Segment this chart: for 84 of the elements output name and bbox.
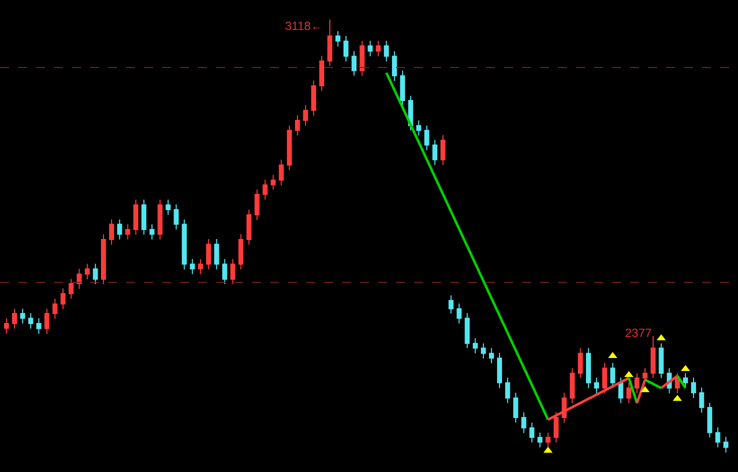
- candlestick: [52, 298, 58, 320]
- annotation: 2377: [625, 326, 652, 340]
- candlestick: [368, 40, 373, 57]
- candlestick: [174, 204, 179, 230]
- candlestick: [570, 368, 575, 404]
- candlestick: [294, 114, 300, 136]
- candlestick: [166, 199, 171, 216]
- candlestick: [626, 382, 632, 404]
- candlestick: [125, 224, 130, 240]
- candlestick: [12, 308, 18, 330]
- candlestick: [699, 387, 704, 414]
- candlestick: [36, 318, 42, 334]
- candlestick: [182, 219, 187, 270]
- candlestick: [343, 35, 348, 62]
- candlestick: [578, 348, 583, 379]
- candlestick: [133, 199, 138, 236]
- candlestick: [206, 238, 212, 270]
- candlestick: [521, 412, 526, 434]
- candlestick: [278, 159, 284, 186]
- candlestick: [198, 258, 203, 275]
- candlestick: [707, 402, 712, 438]
- candlestick: [537, 432, 542, 448]
- candlestick: [360, 40, 365, 76]
- candlestick: [335, 30, 340, 47]
- candlestick: [488, 348, 494, 364]
- candlestick: [190, 258, 195, 275]
- candlestick: [60, 288, 66, 310]
- candlestick: [586, 348, 591, 388]
- candlestick: [158, 199, 163, 240]
- candlestick: [618, 377, 624, 404]
- candlestick: [100, 234, 106, 285]
- candlestick: [303, 104, 308, 126]
- candlestick: [715, 426, 720, 448]
- candlestick: [254, 189, 260, 220]
- candlestick: [109, 219, 114, 246]
- candlestick: [319, 55, 324, 92]
- candlestick: [440, 134, 446, 166]
- candlestick: [497, 352, 502, 388]
- candlestick: [432, 139, 438, 166]
- candlestick: [392, 50, 397, 82]
- candlestick: [464, 312, 470, 349]
- candlestick: [44, 308, 50, 334]
- candlestick: [384, 40, 389, 62]
- candlestick: [311, 80, 316, 116]
- candlestick: [92, 263, 98, 285]
- candlestick: [610, 362, 616, 388]
- candlestick: [513, 392, 518, 424]
- candlestick: [246, 209, 252, 246]
- candlestick: [117, 219, 122, 240]
- candlestick: [84, 263, 90, 280]
- candlestick: [149, 224, 154, 240]
- candlestick: [230, 258, 236, 285]
- candlestick: [222, 258, 228, 285]
- candlestick: [4, 318, 9, 334]
- candlestick: [456, 303, 462, 324]
- candlestick: [376, 40, 381, 57]
- candlestick: [448, 294, 454, 314]
- candlestick: [424, 125, 430, 151]
- candlestick: [327, 18, 332, 66]
- candlestick: [262, 179, 268, 200]
- candlestick: [529, 422, 534, 444]
- candlestick: [28, 312, 34, 330]
- candlestick: [352, 50, 357, 76]
- candlestick: [546, 432, 551, 448]
- candlestick: [270, 174, 276, 190]
- candlestick: [214, 238, 220, 270]
- candlestick: [658, 342, 664, 379]
- candlestick: [472, 338, 478, 354]
- candlestick: [682, 372, 688, 388]
- candlestick: [400, 70, 406, 106]
- candlestick: [20, 308, 26, 324]
- candlestick: [141, 199, 146, 236]
- candlestick: [650, 336, 656, 379]
- annotation: 3118←: [285, 19, 323, 33]
- candlestick: [416, 120, 422, 136]
- candlestick: [76, 268, 82, 290]
- candlestick: [723, 436, 728, 454]
- candlestick: [505, 377, 510, 404]
- candlestick: [286, 125, 292, 171]
- candlestick: [480, 342, 486, 360]
- candlestick: [238, 234, 244, 270]
- candlestick: [594, 377, 600, 394]
- candlestick: [68, 278, 74, 300]
- candlestick: [691, 377, 696, 398]
